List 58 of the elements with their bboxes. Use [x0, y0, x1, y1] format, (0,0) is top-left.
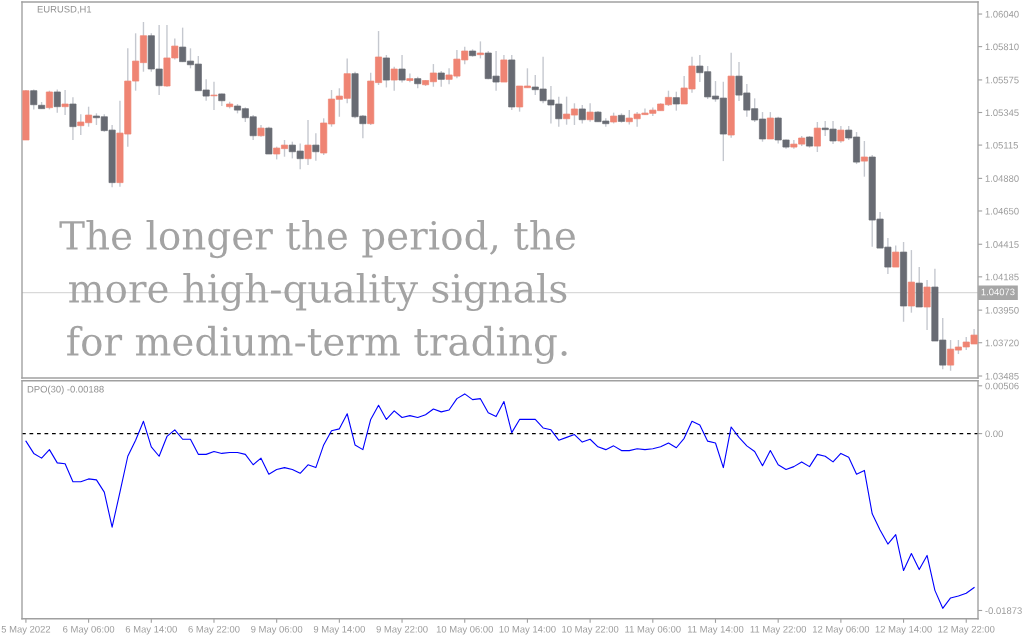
x-tick-label: 12 May 06:00	[812, 625, 870, 635]
y-tick-label: 1.03720	[985, 339, 1019, 347]
candlestick	[923, 279, 931, 331]
y-tick-label: 1.04415	[985, 241, 1019, 248]
candlestick	[766, 111, 774, 140]
chart-title: EURUSD,H1	[37, 5, 92, 14]
candlestick	[892, 244, 900, 268]
y-tick-label: 0.00	[985, 430, 1003, 438]
y-tick-label: 1.05575	[985, 76, 1019, 84]
y-tick-label: 1.05810	[985, 43, 1019, 51]
y-tick-label: 1.06040	[985, 10, 1019, 18]
y-tick-label: 1.04650	[985, 207, 1019, 215]
y-tick-label: 1.04185	[985, 273, 1019, 281]
candlestick	[382, 54, 390, 89]
y-tick-label: 0.00506	[985, 382, 1019, 390]
candlestick	[210, 81, 218, 111]
x-tick-label: 6 May 06:00	[63, 625, 115, 635]
y-tick-label: -0.01873	[985, 607, 1022, 614]
x-tick-label: 11 May 22:00	[750, 625, 807, 635]
line-series	[25, 393, 975, 609]
candlestick	[53, 88, 61, 114]
candlestick	[61, 89, 69, 116]
ref-line-label: 1.04073	[981, 288, 1015, 296]
candlestick	[304, 119, 312, 166]
x-tick-label: 9 May 06:00	[251, 625, 303, 635]
x-tick-label: 5 May 2022	[1, 625, 51, 635]
candlestick	[907, 249, 915, 314]
candlestick	[578, 104, 586, 125]
candlestick	[406, 72, 414, 83]
x-tick-label: 10 May 14:00	[499, 625, 556, 635]
annotation: The longer the period, the more high-quality signals for medium-term trading.	[59, 219, 575, 365]
y-tick-label: 1.05115	[985, 141, 1018, 149]
candlestick	[860, 140, 868, 178]
candlestick	[672, 90, 680, 112]
x-tick-label: 11 May 14:00	[687, 625, 744, 635]
candlestick	[586, 102, 594, 123]
candlestick	[915, 266, 923, 308]
y-tick-label: 1.04880	[985, 175, 1019, 182]
candlestick	[813, 121, 821, 153]
x-tick-label: 9 May 14:00	[313, 625, 365, 635]
x-tick-label: 10 May 22:00	[562, 625, 619, 635]
x-tick-label: 10 May 06:00	[436, 625, 493, 635]
candlestick	[398, 54, 406, 84]
candlestick	[500, 54, 508, 83]
y-tick-label: 1.03485	[985, 372, 1019, 380]
x-tick-label: 6 May 22:00	[188, 625, 240, 635]
candlestick	[312, 132, 320, 162]
chart-title: DPO(30) -0.00188	[27, 385, 104, 395]
x-tick-label: 6 May 14:00	[125, 625, 177, 635]
x-tick-label: 12 May 14:00	[875, 625, 932, 635]
candlestick	[30, 88, 38, 111]
x-tick-label: 11 May 06:00	[625, 625, 681, 635]
x-tick-label: 9 May 22:00	[376, 625, 428, 635]
y-tick-label: 1.03950	[985, 306, 1019, 314]
y-tick-label: 1.05345	[985, 109, 1019, 117]
x-tick-label: 12 May 22:00	[938, 625, 995, 635]
candlestick	[69, 96, 77, 141]
candlestick	[390, 66, 398, 92]
